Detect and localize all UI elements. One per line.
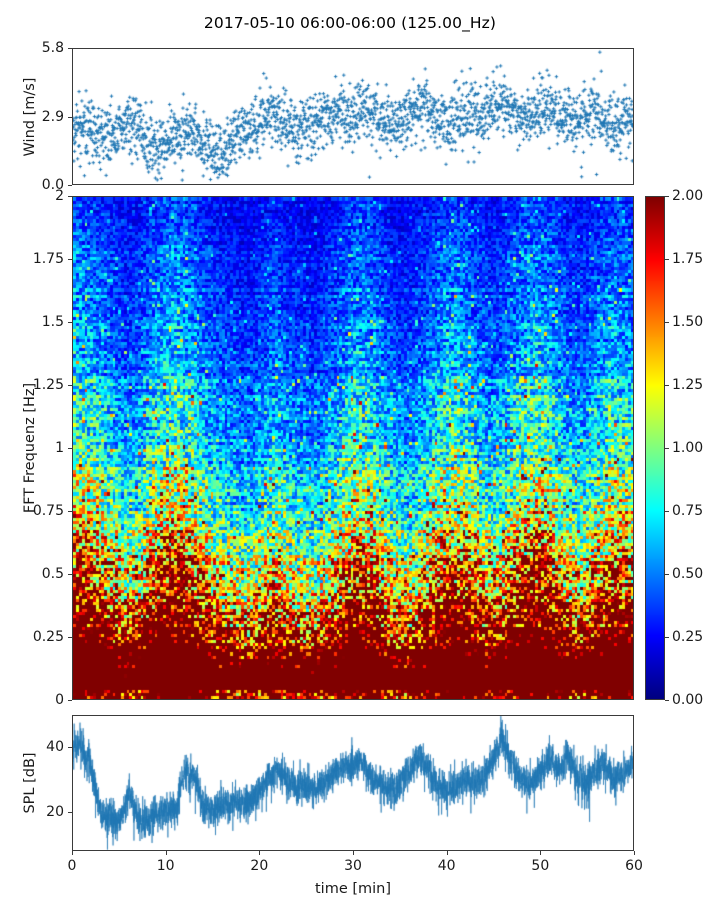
x-tick-mark — [166, 851, 167, 855]
spectrogram-colorbar — [645, 196, 665, 700]
y-axis-title: FFT Frequenz [Hz] — [22, 382, 38, 514]
x-tick-label: 10 — [156, 858, 175, 874]
y-tick-mark — [68, 511, 72, 512]
y-tick-label: 1.75 — [32, 251, 64, 267]
y-tick-mark — [68, 196, 72, 197]
spl-panel — [72, 715, 634, 851]
x-tick-label: 30 — [344, 858, 362, 874]
colorbar-tick-label: 1.50 — [672, 314, 704, 330]
colorbar-gradient — [646, 197, 664, 699]
y-tick-mark — [68, 322, 72, 323]
y-tick-label: 2.9 — [41, 108, 64, 125]
colorbar-tick-mark — [665, 385, 669, 386]
y-tick-label: 20 — [46, 804, 64, 821]
y-tick-mark — [68, 259, 72, 260]
y-tick-mark — [68, 574, 72, 575]
colorbar-tick-mark — [665, 322, 669, 323]
colorbar-tick-label: 1.75 — [672, 251, 704, 267]
colorbar-tick-label: 1.25 — [672, 377, 704, 393]
x-tick-label: 50 — [531, 858, 550, 874]
spl-line-plot — [73, 716, 633, 850]
y-tick-label: 0 — [55, 692, 64, 708]
y-tick-label: 0.25 — [32, 629, 64, 645]
wind-scatter-plot — [73, 49, 633, 184]
y-tick-mark — [68, 812, 72, 813]
y-tick-label: 0.0 — [41, 177, 64, 193]
y-tick-label: 40 — [46, 739, 64, 756]
x-tick-mark — [540, 851, 541, 855]
y-tick-mark — [68, 185, 72, 186]
y-axis-title: SPL [dB] — [22, 752, 38, 814]
wind-speed-panel — [72, 48, 634, 185]
colorbar-tick-label: 0.00 — [672, 692, 704, 708]
y-tick-label: 1.5 — [41, 314, 64, 330]
colorbar-tick-mark — [665, 637, 669, 638]
y-tick-label: 1 — [55, 440, 64, 456]
fft-spectrogram-panel — [72, 196, 634, 700]
y-tick-label: 2 — [55, 188, 64, 204]
colorbar-tick-mark — [665, 700, 669, 701]
x-tick-label: 40 — [437, 858, 456, 874]
x-tick-label: 60 — [625, 858, 643, 874]
y-tick-label: 1.25 — [32, 377, 64, 393]
colorbar-tick-mark — [665, 196, 669, 197]
x-tick-label: 0 — [67, 858, 77, 874]
y-tick-mark — [68, 385, 72, 386]
colorbar-tick-mark — [665, 259, 669, 260]
spectrogram-image — [73, 197, 633, 699]
y-tick-label: 5.8 — [41, 40, 64, 56]
x-tick-mark — [259, 851, 260, 855]
x-tick-mark — [72, 851, 73, 855]
colorbar-tick-mark — [665, 511, 669, 512]
y-tick-mark — [68, 117, 72, 118]
y-tick-mark — [68, 747, 72, 748]
y-tick-mark — [68, 700, 72, 701]
colorbar-tick-label: 2.00 — [672, 188, 704, 204]
y-tick-mark — [68, 637, 72, 638]
x-tick-mark — [447, 851, 448, 855]
colorbar-tick-mark — [665, 574, 669, 575]
colorbar-tick-label: 1.00 — [672, 440, 704, 456]
y-tick-label: 0.5 — [41, 566, 64, 582]
colorbar-tick-label: 0.50 — [672, 566, 704, 582]
y-tick-label: 0.75 — [32, 503, 64, 519]
colorbar-tick-label: 0.75 — [672, 503, 704, 519]
x-tick-mark — [634, 851, 635, 855]
x-axis-title: time [min] — [314, 881, 392, 897]
y-axis-title: Wind [m/s] — [22, 77, 38, 156]
colorbar-tick-mark — [665, 448, 669, 449]
y-tick-mark — [68, 48, 72, 49]
colorbar-tick-label: 0.25 — [672, 629, 704, 645]
x-tick-mark — [353, 851, 354, 855]
y-tick-mark — [68, 448, 72, 449]
figure-title: 2017-05-10 06:00-06:00 (125.00_Hz) — [203, 14, 497, 32]
x-tick-label: 20 — [250, 858, 269, 874]
